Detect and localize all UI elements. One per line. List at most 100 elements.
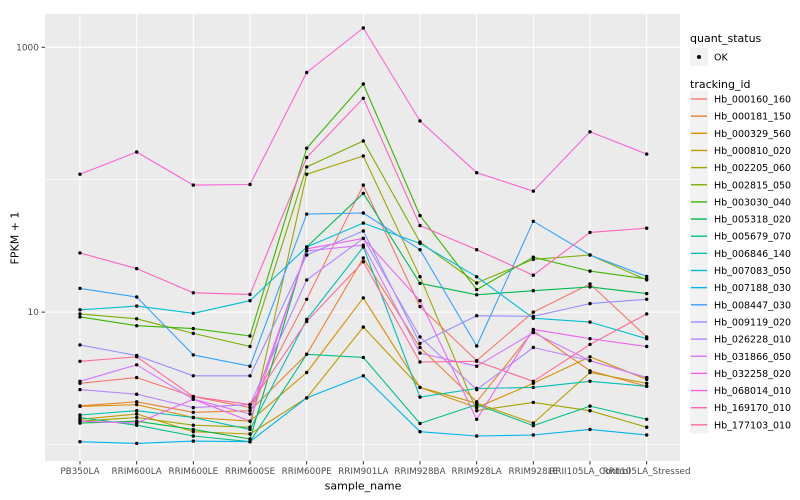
- data-point: [531, 400, 535, 405]
- data-point: [475, 409, 479, 413]
- data-point: [418, 341, 422, 346]
- data-point: [191, 394, 195, 399]
- x-tick-label: RRIM901LA: [338, 467, 388, 477]
- data-point: [135, 415, 139, 420]
- legend-label-tracking-id: Hb_026228_010: [714, 335, 791, 346]
- data-point: [645, 226, 649, 230]
- data-point: [645, 277, 649, 281]
- data-point: [361, 296, 365, 300]
- data-point: [361, 243, 365, 247]
- x-tick-label: RRIM600LE: [168, 467, 218, 477]
- data-point: [418, 275, 422, 279]
- data-point: [305, 319, 309, 324]
- data-point: [191, 427, 195, 432]
- data-point: [248, 419, 252, 423]
- x-tick-label: RRIM600SE: [225, 467, 275, 477]
- data-point: [418, 430, 422, 434]
- data-point: [475, 359, 479, 363]
- data-point: [588, 370, 592, 375]
- data-point: [305, 352, 309, 356]
- data-point: [248, 437, 252, 441]
- data-point: [78, 315, 82, 319]
- data-point: [191, 326, 195, 331]
- legend-label-tracking-id: Hb_000329_560: [714, 129, 791, 140]
- x-tick-label: RRIM600PE: [282, 467, 332, 477]
- data-point: [135, 317, 139, 321]
- legend-title-tracking-id: tracking_id: [690, 78, 751, 91]
- data-point: [78, 419, 82, 423]
- data-point: [588, 269, 592, 273]
- data-point: [248, 440, 252, 444]
- data-point: [248, 402, 252, 407]
- x-tick-label: RRII105LA_Stressed: [603, 467, 691, 477]
- data-point: [135, 150, 139, 154]
- data-point: [588, 358, 592, 363]
- legend-label-tracking-id: Hb_006846_140: [714, 249, 791, 260]
- data-point: [645, 433, 649, 437]
- data-point: [588, 285, 592, 289]
- data-point: [418, 335, 422, 339]
- data-point: [191, 183, 195, 187]
- data-point: [645, 312, 649, 316]
- data-point: [135, 421, 139, 425]
- data-point: [588, 379, 592, 383]
- data-point: [588, 253, 592, 257]
- legend-label-tracking-id: Hb_177103_010: [714, 420, 791, 431]
- x-tick-label: RRIM600LA: [112, 467, 162, 477]
- data-point: [78, 415, 82, 420]
- data-point: [78, 379, 82, 383]
- data-point: [588, 355, 592, 359]
- data-point: [531, 289, 535, 293]
- data-point: [531, 379, 535, 383]
- legend-label-tracking-id: Hb_008447_030: [714, 300, 791, 311]
- data-point: [361, 236, 365, 241]
- data-point: [361, 154, 365, 158]
- data-point: [305, 370, 309, 375]
- data-point: [78, 359, 82, 363]
- data-point: [305, 253, 309, 257]
- legend-label-tracking-id: Hb_009119_020: [714, 317, 791, 328]
- data-point: [475, 387, 479, 392]
- x-tick-label: PB350LA: [60, 467, 99, 477]
- data-point: [361, 183, 365, 187]
- data-point: [135, 304, 139, 308]
- x-tick-label: RRII105LA_Control: [549, 467, 631, 477]
- data-point: [588, 320, 592, 324]
- legend-label-tracking-id: Hb_007083_050: [714, 266, 791, 277]
- data-point: [588, 427, 592, 432]
- data-point: [191, 331, 195, 336]
- data-point: [361, 355, 365, 360]
- data-point: [305, 278, 309, 282]
- legend-label-tracking-id: Hb_003030_040: [714, 197, 791, 208]
- data-point: [248, 374, 252, 378]
- data-point: [531, 345, 535, 350]
- y-axis-title: FPKM + 1: [8, 211, 22, 265]
- data-point: [305, 247, 309, 251]
- data-point: [418, 223, 422, 228]
- data-point: [418, 213, 422, 218]
- data-point: [135, 324, 139, 328]
- data-point: [588, 409, 592, 413]
- legend-label-tracking-id: Hb_000810_020: [714, 146, 791, 157]
- data-point: [531, 330, 535, 335]
- data-point: [531, 433, 535, 437]
- data-point: [645, 152, 649, 156]
- data-point: [588, 130, 592, 134]
- data-point: [78, 387, 82, 392]
- data-point: [418, 345, 422, 350]
- data-point: [588, 282, 592, 286]
- legend-label-tracking-id: Hb_000181_150: [714, 112, 791, 123]
- data-point: [191, 291, 195, 295]
- data-point: [248, 427, 252, 432]
- data-point: [248, 299, 252, 303]
- data-point: [135, 392, 139, 396]
- data-point: [135, 409, 139, 413]
- data-point: [645, 417, 649, 421]
- data-point: [361, 82, 365, 86]
- data-point: [645, 425, 649, 429]
- data-point: [135, 400, 139, 404]
- data-point: [645, 337, 649, 341]
- legend-label-tracking-id: Hb_000160_160: [714, 95, 791, 106]
- data-point: [361, 211, 365, 215]
